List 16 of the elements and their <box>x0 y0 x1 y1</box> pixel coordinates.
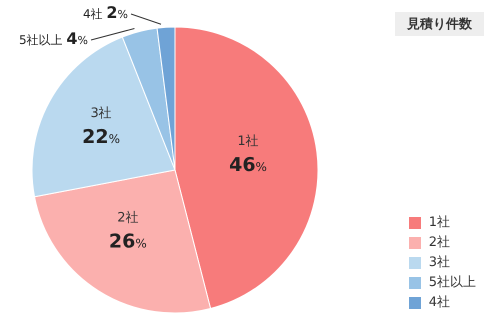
legend-label: 2社 <box>428 234 450 252</box>
slice-label: 4社 <box>82 7 106 21</box>
data-label: 2% <box>106 3 128 22</box>
data-label: 26% <box>108 230 147 252</box>
legend-label: 4社 <box>428 294 450 312</box>
text: 見積り件数 <box>395 12 484 36</box>
data-label: 4% <box>66 29 88 48</box>
slice-label: 3社 <box>90 106 112 122</box>
legend-label: 3社 <box>428 254 450 272</box>
data-label: 46% <box>229 154 267 176</box>
legend-label: 5社以上 <box>428 274 476 292</box>
slice-label: 5社以上 <box>18 33 66 47</box>
slice-label: 1社 <box>237 134 259 150</box>
data-label: 22% <box>82 126 120 148</box>
slice-label: 2社 <box>117 210 138 226</box>
legend-label: 1社 <box>428 214 450 232</box>
